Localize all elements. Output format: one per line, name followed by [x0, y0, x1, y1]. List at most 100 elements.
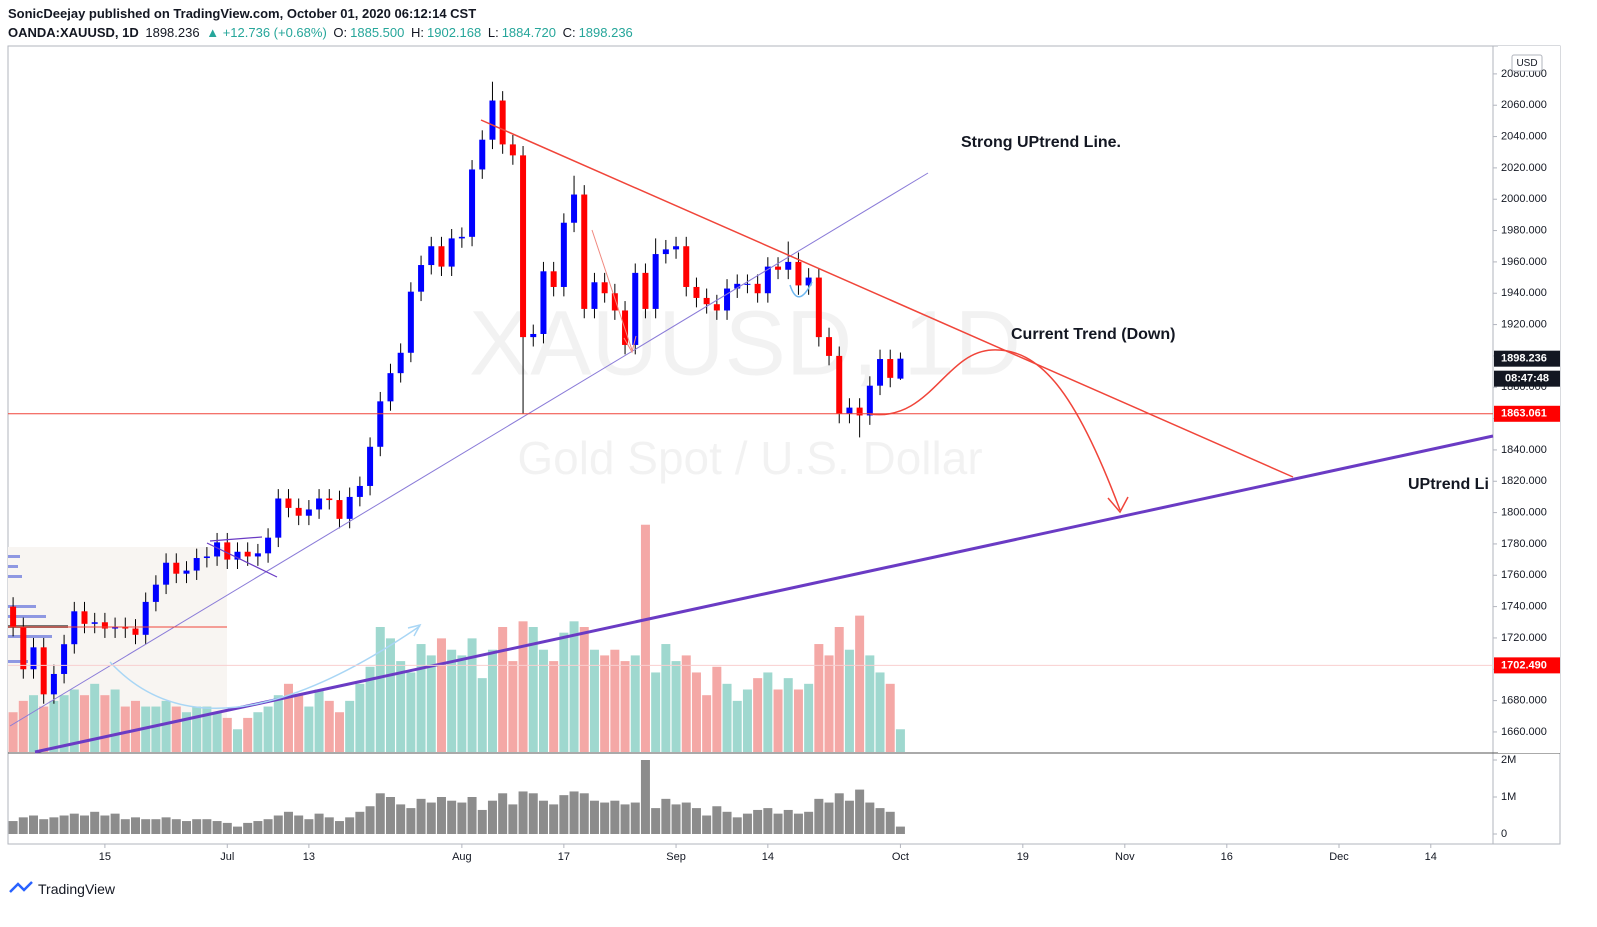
candle-body: [367, 446, 374, 486]
volume-overlay-bar: [508, 661, 518, 752]
volume-tick-label: 1M: [1501, 791, 1516, 803]
volume-bar: [538, 800, 548, 834]
volume-overlay-bar: [181, 712, 191, 752]
volume-bar: [355, 811, 365, 834]
candle-body: [581, 194, 588, 309]
volume-overlay-bar: [49, 700, 59, 752]
x-tick-label: 19: [1017, 851, 1029, 863]
volume-overlay-bar: [457, 655, 467, 752]
volume-tick-label: 0: [1501, 828, 1507, 840]
volume-overlay-bar: [110, 689, 120, 752]
y-tick-label: 2040.000: [1501, 130, 1547, 142]
volume-overlay-bar: [691, 672, 701, 752]
volume-overlay-bar: [345, 700, 355, 752]
volume-bar: [304, 819, 314, 834]
volume-bar: [396, 804, 406, 834]
volume-bar: [814, 798, 824, 834]
volume-overlay-bar: [722, 683, 732, 752]
price-label-box: [1494, 657, 1560, 674]
candle-body: [316, 498, 323, 510]
price-label: 1863.061: [1501, 408, 1547, 420]
volume-overlay-bar: [630, 655, 640, 752]
volume-overlay-bar: [487, 649, 497, 752]
volume-bar: [600, 802, 610, 834]
x-tick-label: Dec: [1329, 851, 1349, 863]
volume-overlay-bar: [130, 700, 140, 752]
volume-bar: [681, 802, 691, 834]
volume-overlay-bar: [518, 621, 528, 752]
volume-bar: [824, 802, 834, 834]
candle-body: [591, 282, 598, 309]
candle-body: [244, 551, 251, 557]
candle-body: [775, 266, 782, 270]
volume-overlay-bar: [90, 683, 100, 752]
volume-overlay-bar: [742, 689, 752, 752]
volume-bar: [722, 811, 732, 834]
volume-overlay-bar: [263, 706, 273, 752]
volume-overlay-bar: [253, 712, 263, 752]
volume-bar: [732, 817, 742, 834]
candle-body: [142, 601, 149, 635]
candle-body: [795, 261, 802, 286]
high-value: 1902.168: [427, 25, 482, 40]
volume-overlay-bar: [120, 706, 130, 752]
candle-body: [805, 277, 812, 286]
projection-arrow: [1107, 496, 1129, 514]
x-tick-label: Sep: [666, 851, 686, 863]
volume-bar: [385, 797, 395, 834]
volume-overlay-bar: [671, 661, 681, 752]
candle-body: [703, 297, 710, 305]
volume-overlay-bar: [600, 655, 610, 752]
volume-bar: [569, 791, 579, 834]
volume-bar: [79, 815, 89, 834]
candle-body: [397, 352, 404, 374]
volume-overlay-bar: [579, 627, 589, 752]
countdown-box: [1494, 370, 1560, 387]
volume-bar: [161, 817, 171, 834]
candle-body: [132, 628, 139, 635]
candle-body: [224, 542, 231, 560]
close-value: 1898.236: [578, 25, 633, 40]
candle-body: [81, 611, 88, 624]
symbol-line: OANDA:XAUUSD, 1D 1898.236 ▲ +12.736 (+0.…: [8, 25, 636, 40]
volume-overlay-bar: [447, 649, 457, 752]
volume-bar: [324, 817, 334, 834]
volume-overlay-bar: [171, 706, 181, 752]
volume-bar: [18, 817, 28, 834]
volume-bar: [895, 826, 905, 834]
volume-bar: [855, 789, 865, 834]
volume-overlay-bar: [793, 689, 803, 752]
volume-bar: [487, 800, 497, 834]
volume-bar: [120, 819, 130, 834]
volume-overlay-bar: [855, 615, 865, 752]
candle-body: [897, 358, 904, 379]
y-tick-label: 1680.000: [1501, 695, 1547, 707]
volume-overlay: [8, 524, 905, 752]
small-arc: [789, 281, 813, 298]
x-tick-label: 16: [1221, 851, 1233, 863]
candle-body: [438, 246, 445, 267]
annotation: Strong UPtrend Line.: [961, 134, 1121, 151]
candle-body: [499, 100, 506, 145]
volume-overlay-bar: [498, 627, 508, 752]
y-tick-label: 1920.000: [1501, 318, 1547, 330]
volume-overlay-bar: [8, 712, 18, 752]
downtrend-line: [480, 119, 1294, 478]
volume-overlay-bar: [385, 638, 395, 752]
candle-body: [346, 496, 353, 519]
volume-overlay-bar: [59, 695, 69, 752]
volume-bar: [69, 813, 79, 834]
volume-overlay-bar: [161, 700, 171, 752]
volume-overlay-bar: [538, 649, 548, 752]
price-label: 1898.236: [1501, 353, 1547, 365]
volume-overlay-bar: [610, 649, 620, 752]
volume-bar: [793, 813, 803, 834]
volume-overlay-bar: [406, 672, 416, 752]
volume-overlay-bar: [365, 666, 375, 752]
volume-overlay-bar: [824, 655, 834, 752]
volume-bar: [804, 811, 814, 834]
x-tick-label: 13: [303, 851, 315, 863]
volume-overlay-bar: [28, 695, 38, 752]
volume-bar: [712, 806, 722, 834]
